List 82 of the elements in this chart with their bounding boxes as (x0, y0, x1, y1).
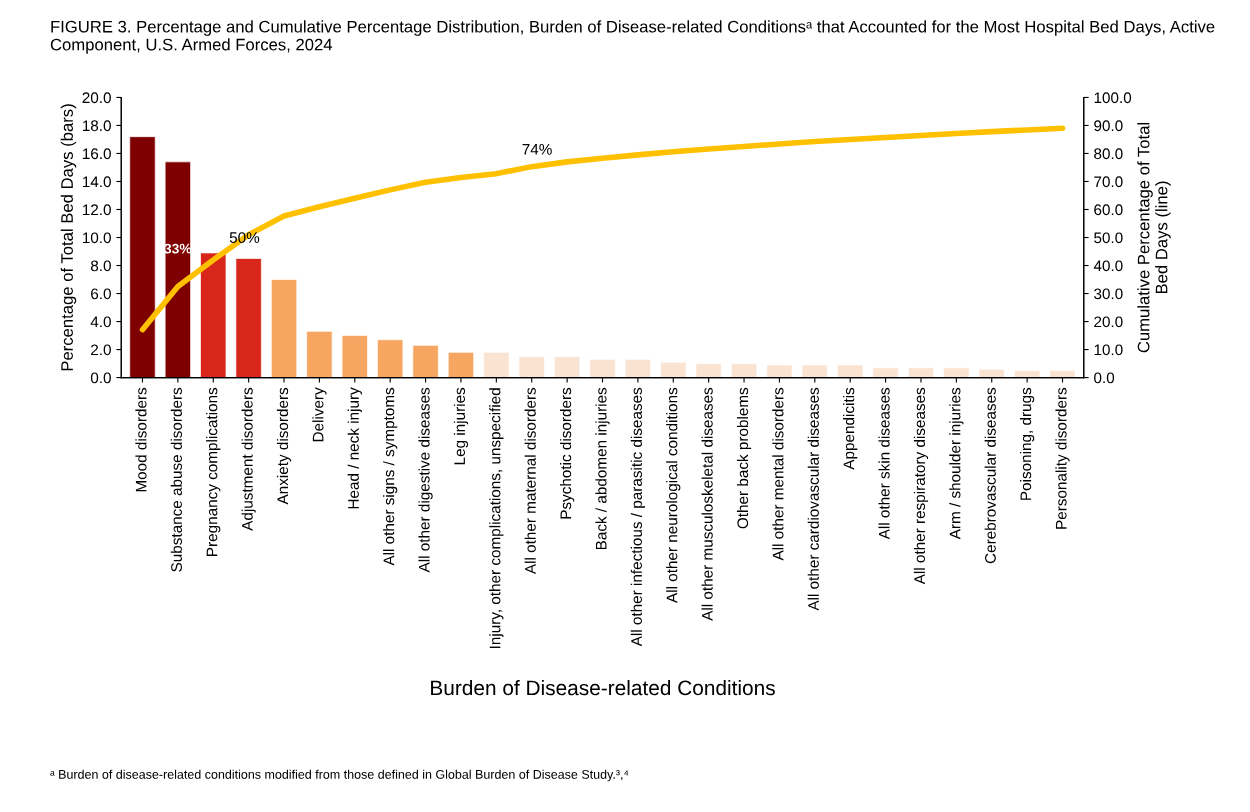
y2-tick-label: 50.0 (1094, 232, 1123, 244)
y2-tick-label: 10.0 (1094, 344, 1123, 356)
x-tick-label: Back / abdomen injuries (595, 387, 610, 550)
y2-tick-label: 90.0 (1094, 120, 1123, 132)
bar (447, 352, 475, 378)
y2-tick-label: 0.0 (1094, 372, 1115, 384)
bar (837, 364, 864, 378)
x-tick-label: Leg injuries (453, 387, 469, 465)
x-tick-label: All other skin diseases (878, 387, 890, 540)
bar (164, 161, 191, 378)
bar (483, 352, 510, 378)
bar (1014, 370, 1041, 378)
x-tick-label: All other digestive diseases (418, 387, 433, 573)
bar (200, 252, 227, 378)
x-tick-label: Mood disorders (135, 387, 147, 492)
bar (341, 335, 368, 378)
bar (766, 364, 793, 378)
x-tick-label: All other musculoskeletal diseases (701, 387, 713, 621)
x-tick-label: Appendicitis (843, 387, 858, 470)
y-tick-label: 0.0 (90, 372, 111, 384)
y-tick-label: 16.0 (82, 148, 111, 160)
x-tick-label: Personality disorders (1055, 387, 1070, 529)
x-tick-label: Adjustment disorders (241, 387, 256, 531)
y-tick-label: 6.0 (91, 288, 111, 300)
x-tick-label: Cerebrovascular diseases (984, 387, 996, 564)
bar (1049, 370, 1076, 378)
x-tick-label: All other cardiovascular diseases (807, 387, 819, 611)
bar (872, 367, 899, 378)
y2-tick-label: 20.0 (1094, 316, 1123, 328)
x-tick-label: Pregnancy complications (206, 387, 221, 556)
y2-tick-label: 40.0 (1093, 260, 1123, 272)
y-tick-label: 18.0 (82, 120, 111, 132)
x-tick-label: All other infectious / parasitic diseases (630, 387, 646, 647)
bar (730, 363, 758, 378)
x-tick-label: Arm / shoulder injuries (949, 387, 964, 540)
y2-tick-label: 100.0 (1094, 92, 1132, 104)
x-tick-label: Head / neck injury (347, 387, 362, 509)
x-axis-title: Burden of Disease-related Conditions (431, 679, 775, 696)
y-tick-label: 8.0 (90, 260, 111, 272)
bar (943, 367, 970, 378)
y2-tick-label: 70.0 (1094, 176, 1123, 188)
x-tick-label: All other maternal disorders (524, 387, 536, 575)
x-tick-label: Delivery (312, 387, 327, 442)
bar (695, 363, 722, 378)
y-axis-title: Percentage of Total Bed Days (bars) (60, 104, 77, 371)
bar (801, 364, 828, 378)
y-tick-label: 20.0 (82, 92, 111, 104)
bar (907, 367, 935, 378)
bar (624, 359, 651, 378)
bar (270, 279, 298, 378)
bar (518, 356, 545, 378)
y2-axis-title: Cumulative Percentage of Total Bed Days (line) (1137, 122, 1171, 353)
annotation: 74% (522, 144, 552, 155)
x-tick-label: Psychotic disorders (559, 387, 575, 519)
bar (235, 258, 262, 378)
bar (589, 359, 616, 378)
bar (377, 339, 404, 378)
text: ᵃ Burden of disease-related conditions modified from those defined in Global Burden of Disease Study.³,⁴ (50, 769, 629, 782)
bar (554, 356, 581, 378)
bar (978, 368, 1005, 378)
x-tick-label: Other back problems (736, 387, 752, 529)
chart-title: FIGURE 3. Percentage and Cumulative Percentage Distribution, Burden of Disease-related Conditionsᵃ that Accounted for the Most Hospital Bed Days, Active Component, U.S. Armed Forces, 2024 (50, 20, 1215, 54)
x-tick-label: Poisoning, drugs (1020, 387, 1035, 500)
bar (129, 136, 156, 378)
x-tick-label: All other neurological conditions (666, 387, 681, 603)
x-tick-label: Substance abuse disorders (170, 387, 182, 572)
y-tick-label: 14.0 (82, 176, 111, 188)
bar (412, 345, 439, 378)
y2-tick-label: 80.0 (1094, 148, 1123, 160)
x-tick-label: All other signs / symptoms (383, 387, 398, 566)
bar (660, 361, 687, 378)
y2-tick-label: 60.0 (1094, 204, 1123, 216)
x-tick-label: All other respiratory diseases (913, 387, 929, 585)
x-tick-label: All other mental disorders (772, 387, 784, 561)
y-tick-label: 10.0 (82, 232, 111, 244)
x-tick-label: Anxiety disorders (276, 387, 292, 505)
y-tick-label: 2.0 (91, 344, 111, 356)
x-tick-label: Injury, other complications, unspecified (489, 388, 504, 648)
y-tick-label: 12.0 (82, 204, 111, 216)
bar (306, 331, 333, 378)
y2-tick-label: 30.0 (1094, 288, 1123, 300)
y-tick-label: 4.0 (90, 316, 111, 328)
